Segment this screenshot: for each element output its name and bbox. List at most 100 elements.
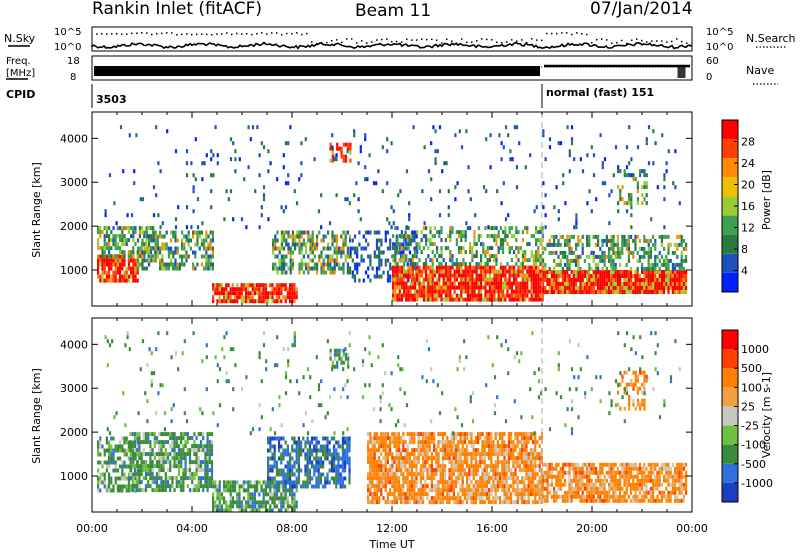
velocity-cell (348, 465, 350, 469)
velocity-cell (382, 440, 384, 444)
power-cell (210, 243, 212, 247)
power-cell (403, 286, 405, 290)
velocity-cell (440, 476, 442, 480)
power-cell (146, 235, 148, 239)
power-cell (276, 247, 278, 251)
power-cell (626, 165, 628, 169)
power-cell (137, 271, 139, 275)
power-cell (421, 290, 423, 294)
power-cell (650, 239, 652, 243)
velocity-cell (322, 485, 324, 489)
velocity-cell (104, 481, 106, 485)
power-cell (115, 279, 117, 283)
power-cell (562, 290, 564, 294)
power-cell (394, 278, 396, 282)
power-cell (121, 255, 123, 259)
power-cell (573, 225, 575, 229)
velocity-cell (396, 496, 398, 500)
power-cell (112, 255, 114, 259)
velocity-cell (104, 453, 106, 457)
velocity-cell (214, 484, 216, 488)
velocity-cell (374, 472, 376, 476)
velocity-cell (348, 445, 350, 449)
power-cell (134, 279, 136, 283)
velocity-cell (378, 460, 380, 464)
power-cell (487, 266, 489, 270)
velocity-cell (402, 492, 404, 496)
power-cell (681, 274, 683, 278)
noise-search-point (106, 33, 108, 35)
velocity-cell (344, 461, 346, 465)
velocity-cell (435, 468, 437, 472)
power-cell (162, 221, 164, 225)
freq-panel: Freq. [MHz] 18 8 60 0 Nave (6, 56, 778, 84)
power-cell (511, 226, 513, 230)
power-cell (593, 290, 595, 294)
velocity-cell (293, 449, 295, 453)
power-cell (436, 266, 438, 270)
power-cell (418, 290, 420, 294)
velocity-cell (426, 456, 428, 460)
power-cell (445, 290, 447, 294)
velocity-cell (110, 453, 112, 457)
power-cell (648, 239, 650, 243)
velocity-cell (174, 488, 176, 492)
velocity-cell (431, 456, 433, 460)
power-cell (628, 259, 630, 263)
power-cell (522, 278, 524, 282)
power-cell (476, 250, 478, 254)
power-cell (639, 259, 641, 263)
velocity-cell (298, 457, 300, 461)
velocity-cell (320, 473, 322, 477)
velocity-cell (324, 449, 326, 453)
power-cell (293, 291, 295, 295)
velocity-cell (418, 492, 420, 496)
velocity-cell (289, 465, 291, 469)
power-cell (349, 239, 351, 243)
velocity-cell (134, 464, 136, 468)
power-cell (634, 278, 636, 282)
power-cell (163, 267, 165, 271)
velocity-cell (415, 432, 417, 436)
velocity-cell (315, 477, 317, 481)
power-cell (157, 239, 159, 243)
power-cell (403, 246, 405, 250)
power-cell (391, 205, 393, 209)
power-cell (331, 133, 333, 137)
power-cell (298, 235, 300, 239)
velocity-cell (287, 445, 289, 449)
power-cell (447, 290, 449, 294)
velocity-cell (167, 468, 169, 472)
velocity-cell (211, 452, 213, 456)
power-cell (201, 239, 203, 243)
power-cell (506, 262, 508, 266)
power-cell (97, 230, 99, 234)
velocity-cell (178, 448, 180, 452)
velocity-cell (110, 461, 112, 465)
power-cell (663, 225, 665, 229)
power-cell (526, 258, 528, 262)
velocity-cell (123, 485, 125, 489)
power-cell (539, 290, 541, 294)
velocity-cell (335, 449, 337, 453)
power-cell (681, 255, 683, 259)
velocity-cell (437, 452, 439, 456)
velocity-cell (298, 469, 300, 473)
power-cell (159, 267, 161, 271)
velocity-cell (337, 441, 339, 445)
velocity-cell (307, 437, 309, 441)
velocity-cell (123, 465, 125, 469)
power-cell (531, 294, 533, 298)
velocity-cell (342, 477, 344, 481)
velocity-cell (185, 452, 187, 456)
power-cell (423, 246, 425, 250)
velocity-cell (385, 456, 387, 460)
velocity-cell (163, 452, 165, 456)
velocity-cell (152, 472, 154, 476)
velocity-cell (400, 452, 402, 456)
velocity-cell (145, 476, 147, 480)
power-cell (263, 197, 265, 201)
velocity-cell (274, 461, 276, 465)
velocity-cell (174, 460, 176, 464)
power-cell (401, 294, 403, 298)
